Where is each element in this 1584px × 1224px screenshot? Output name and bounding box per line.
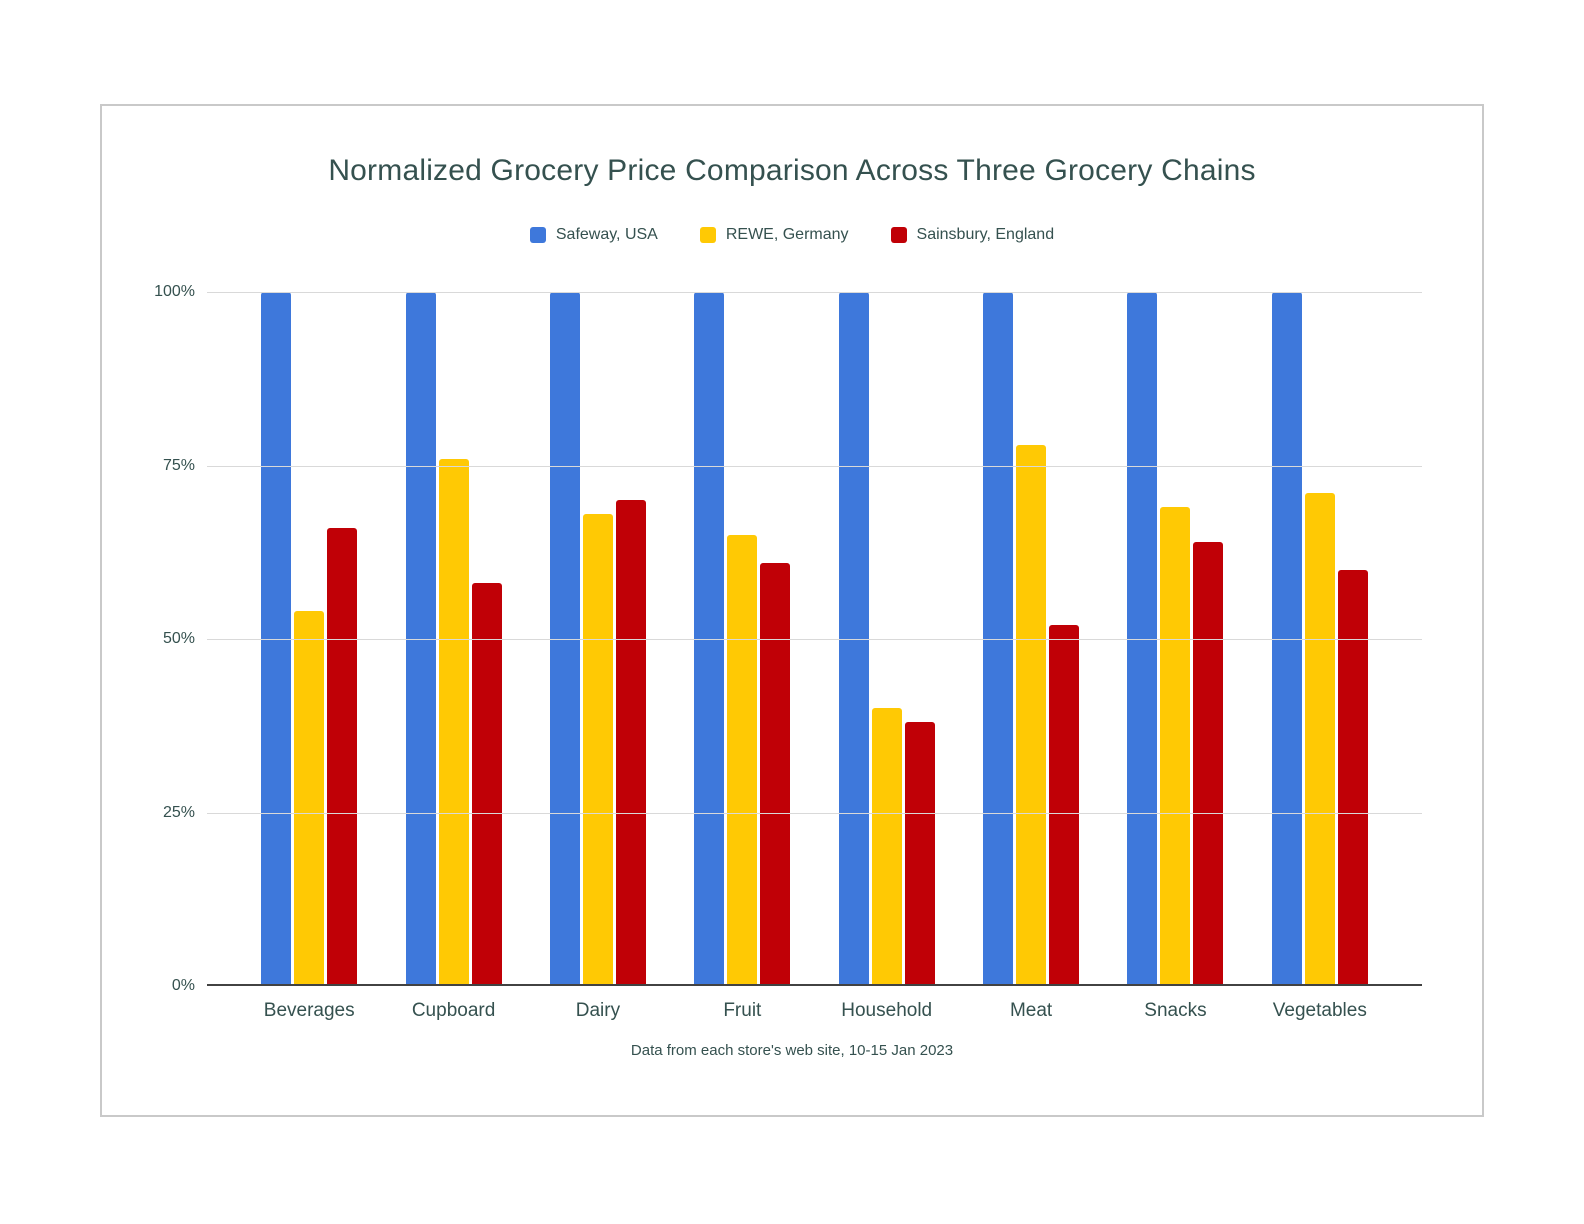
legend-item-sainsbury-england: Sainsbury, England [890, 226, 1055, 244]
bar-sainsbury-england-household [904, 722, 935, 986]
legend-swatch-icon [529, 227, 546, 243]
x-axis-line [207, 984, 1422, 986]
bar-sainsbury-england-fruit [760, 562, 791, 986]
gridline-25 [207, 812, 1422, 814]
chart-footnote: Data from each store's web site, 10-15 J… [630, 1042, 954, 1059]
xlabel-household: Household [841, 1000, 933, 1021]
bar-rewe-germany-snacks [1160, 507, 1191, 986]
chart-title: Normalized Grocery Price Comparison Acro… [328, 154, 1256, 187]
legend-swatch-icon [699, 227, 716, 243]
bar-rewe-germany-beverages [294, 611, 325, 986]
gridline-100 [207, 292, 1422, 293]
legend-label: REWE, Germany [725, 226, 849, 243]
bar-sainsbury-england-meat [1049, 625, 1080, 986]
xlabel-cupboard: Cupboard [411, 1000, 496, 1021]
gridline-50 [207, 639, 1422, 640]
bar-sainsbury-england-vegetables [1337, 569, 1368, 986]
legend-label: Sainsbury, England [916, 226, 1055, 243]
xlabel-fruit: Fruit [723, 1000, 762, 1021]
bar-sainsbury-england-dairy [615, 500, 646, 986]
ytick-label-25: 25% [162, 803, 195, 821]
bar-rewe-germany-fruit [727, 534, 758, 986]
ytick-label-50: 50% [162, 630, 195, 647]
chart-card: Normalized Grocery Price Comparison Acro… [100, 104, 1484, 1117]
xlabel-vegetables: Vegetables [1272, 1000, 1367, 1021]
bar-sainsbury-england-cupboard [471, 583, 502, 986]
gridline-75 [207, 465, 1422, 467]
xlabel-snacks: Snacks [1144, 1000, 1207, 1021]
bar-sainsbury-england-beverages [327, 527, 358, 986]
bar-rewe-germany-vegetables [1304, 493, 1335, 986]
bar-rewe-germany-meat [1016, 444, 1047, 986]
plot-area: Beverages Cupboard Dairy Fruit Household Meat… [154, 283, 1422, 1021]
legend-item-safeway-usa: Safeway, USA [529, 226, 658, 244]
bar-sainsbury-england-snacks [1193, 541, 1224, 986]
legend-item-rewe-germany: REWE, Germany [699, 226, 849, 244]
bar-rewe-germany-household [871, 708, 902, 986]
xlabel-beverages: Beverages [263, 1000, 355, 1021]
legend-label: Safeway, USA [555, 226, 658, 243]
xlabel-dairy: Dairy [575, 1000, 621, 1021]
bar-rewe-germany-cupboard [438, 458, 469, 986]
ytick-label-75: 75% [162, 456, 195, 474]
xlabel-meat: Meat [1009, 1000, 1053, 1021]
bar-rewe-germany-dairy [582, 514, 613, 986]
ytick-label-100: 100% [154, 283, 195, 300]
legend: Safeway, USA REWE, Germany Sainsbury, Engl… [102, 226, 1482, 244]
ytick-label-0: 0% [171, 977, 195, 994]
legend-swatch-icon [890, 227, 907, 243]
